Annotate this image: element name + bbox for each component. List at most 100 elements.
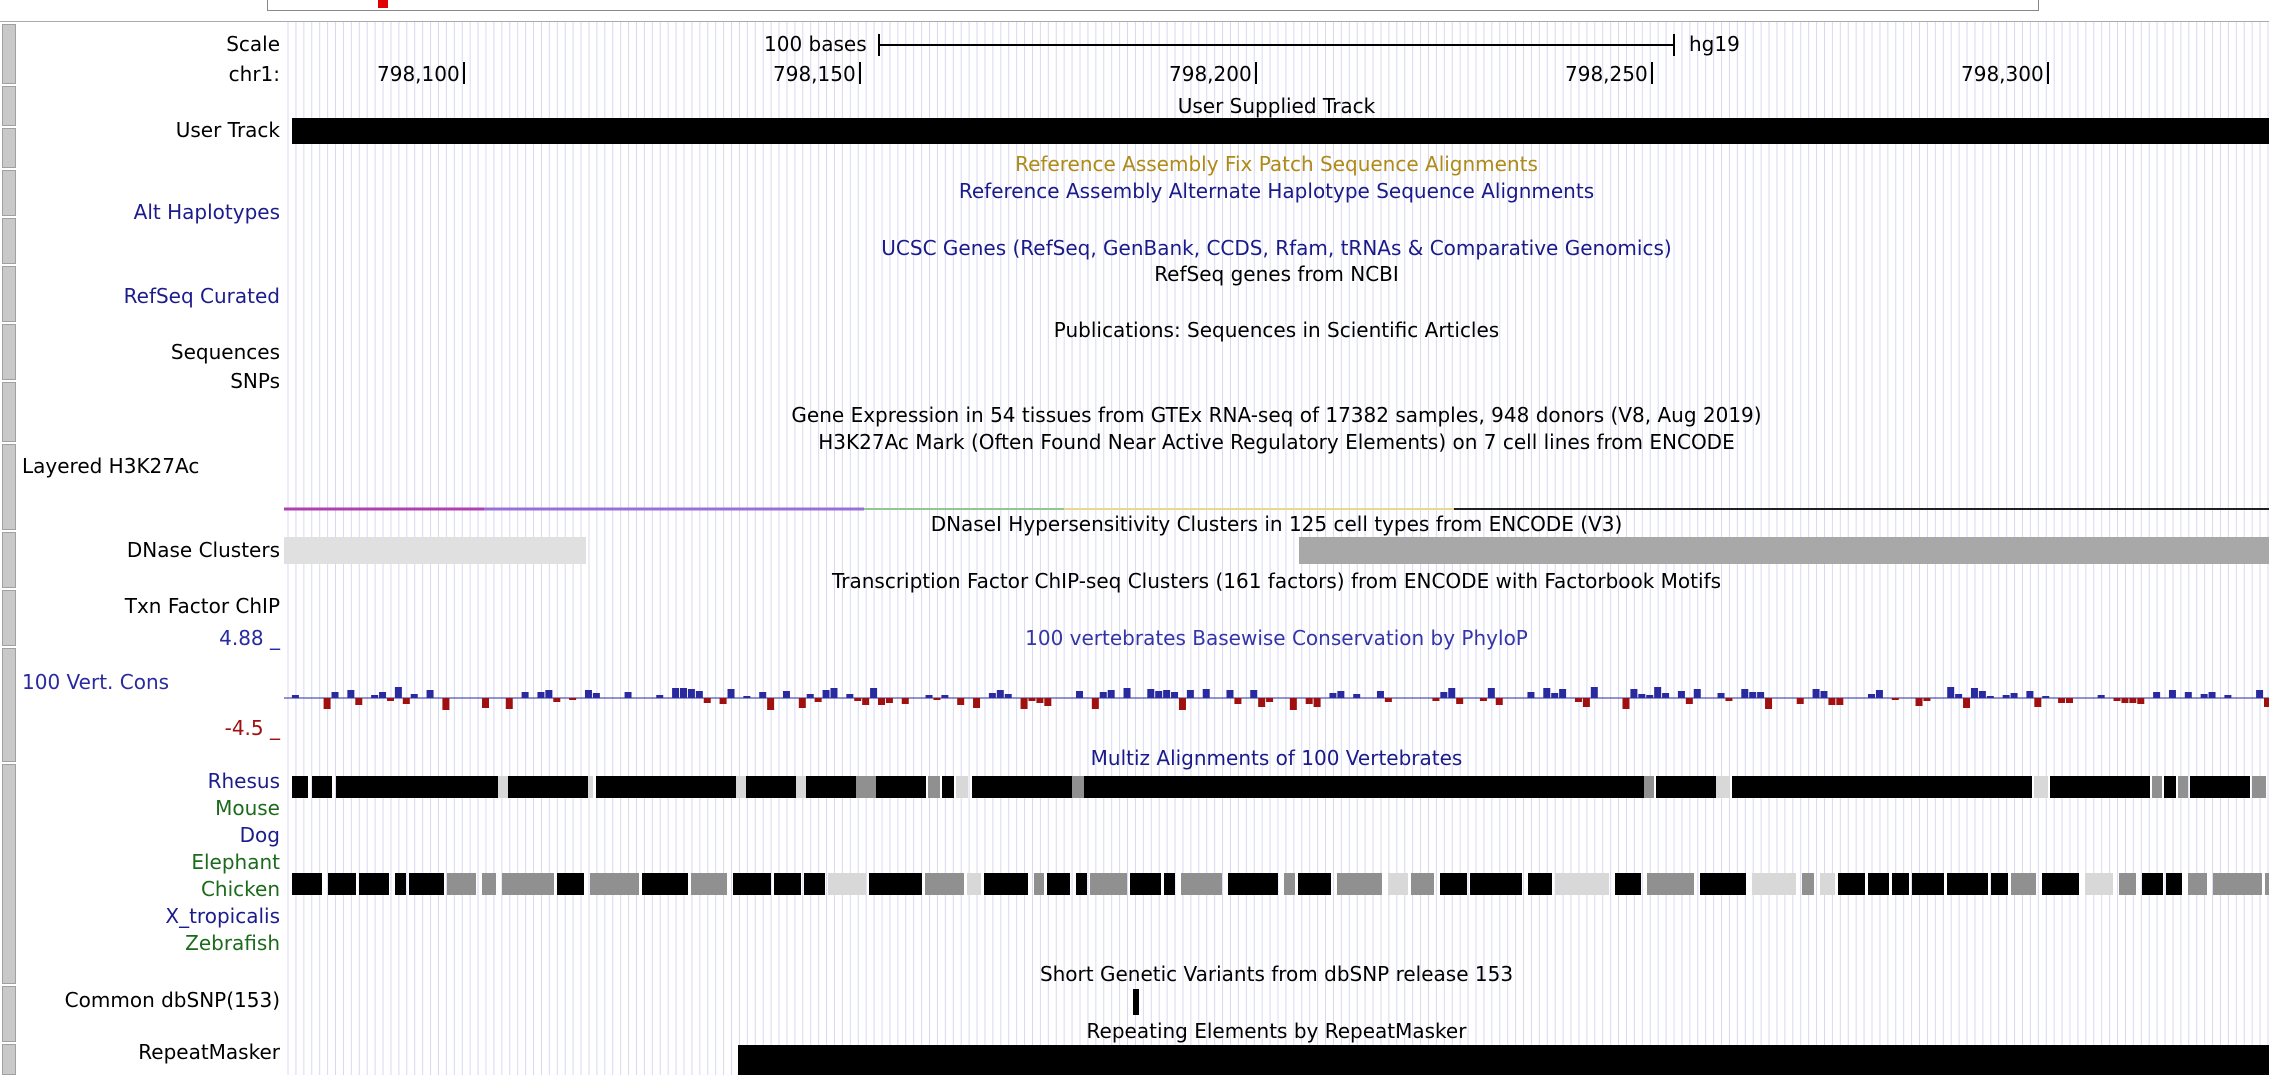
cons-bar [687, 689, 695, 698]
cons-bar [2137, 698, 2145, 704]
track-button-conservation[interactable] [2, 648, 16, 762]
alignment-block [557, 873, 584, 895]
cons-bar [1955, 694, 1963, 698]
alignment-block [292, 776, 308, 798]
cons-bar [806, 694, 814, 698]
title-user-supplied: User Supplied Track [1177, 94, 1376, 118]
alignment-block [482, 873, 496, 895]
title-h3k27ac: H3K27Ac Mark (Often Found Near Active Re… [818, 430, 1735, 454]
alignment-block [746, 776, 796, 798]
track-data-area[interactable]: 100 bases hg19 798,100 798,150 798,200 7… [284, 22, 2269, 1075]
label-dnase-clusters[interactable]: DNase Clusters [126, 538, 280, 562]
label-layered-h3k27ac[interactable]: Layered H3K27Ac [22, 454, 200, 478]
cons-bar [1685, 698, 1693, 704]
cons-bar [767, 698, 775, 710]
track-button-fix-patch[interactable] [2, 128, 16, 168]
label-dog[interactable]: Dog [239, 823, 280, 847]
alignment-block [1181, 873, 1222, 895]
alignment-block [2164, 776, 2176, 798]
alignment-block [1820, 873, 1835, 895]
alignment-block [1838, 873, 1865, 895]
track-button-dnase[interactable] [2, 532, 16, 588]
track-button-snps[interactable] [2, 382, 16, 442]
track-features [284, 118, 2269, 1075]
label-rhesus[interactable]: Rhesus [207, 769, 280, 793]
alignment-block [1732, 776, 2032, 798]
cons-bar [1646, 695, 1654, 698]
alignment-block [1298, 873, 1331, 895]
label-sequences[interactable]: Sequences [170, 340, 280, 364]
alignment-block [1411, 873, 1434, 895]
label-mouse[interactable]: Mouse [215, 796, 280, 820]
track-button-ruler[interactable] [2, 24, 16, 84]
title-tfbs: Transcription Factor ChIP-seq Clusters (… [831, 569, 1722, 593]
cons-bar [2002, 695, 2010, 698]
alignment-block [2050, 776, 2150, 798]
label-common-dbsnp[interactable]: Common dbSNP(153) [64, 988, 280, 1012]
cons-bar [798, 698, 806, 708]
cons-bar [1574, 698, 1582, 702]
alignment-block [806, 776, 856, 798]
genome-browser-image[interactable]: Scale chr1: User Track Alt Haplotypes Re… [0, 21, 2269, 1075]
label-user-track[interactable]: User Track [175, 118, 280, 142]
cons-bar [1044, 698, 1052, 706]
alignment-block [395, 873, 406, 895]
track-button-ucsc-genes[interactable] [2, 218, 16, 264]
cons-bar [1479, 698, 1487, 701]
cons-bar [830, 688, 838, 698]
cons-bar [2026, 691, 2034, 698]
label-100-vert-cons[interactable]: 100 Vert. Cons [22, 670, 170, 694]
alignment-block [2178, 776, 2188, 798]
label-chicken[interactable]: Chicken [200, 877, 280, 901]
track-button-user[interactable] [2, 86, 16, 126]
alignment-block [359, 873, 389, 895]
track-button-dbsnp[interactable] [2, 986, 16, 1042]
alignment-block [1752, 873, 1796, 895]
cons-bar [901, 698, 909, 704]
alignment-block [2085, 873, 2113, 895]
cons-bar [854, 698, 862, 701]
cons-bar [2121, 698, 2129, 703]
label-txn-factor-chip[interactable]: Txn Factor ChIP [124, 594, 280, 618]
track-button-publications[interactable] [2, 324, 16, 380]
cons-bar [2113, 698, 2121, 701]
label-zebrafish[interactable]: Zebrafish [185, 931, 280, 955]
cons-bar [2256, 690, 2264, 698]
alignment-block [1130, 873, 1161, 895]
alignment-block [804, 873, 825, 895]
alignment-block [2190, 776, 2250, 798]
cons-bar [759, 692, 767, 698]
cons-bar [1353, 694, 1361, 698]
cons-bar [584, 690, 592, 698]
dbsnp-variant [1133, 989, 1139, 1015]
label-x-tropicalis[interactable]: X_tropicalis [165, 904, 280, 928]
cons-bar [822, 690, 830, 698]
cons-bar [680, 688, 687, 698]
cons-bar [1559, 689, 1567, 698]
label-alt-haplotypes[interactable]: Alt Haplotypes [133, 200, 280, 224]
cons-bar [553, 698, 561, 702]
track-button-txn-factor[interactable] [2, 590, 16, 646]
label-snps[interactable]: SNPs [230, 369, 280, 393]
alignment-block [336, 776, 498, 798]
position-tick-label: 798,150 [773, 62, 856, 86]
label-elephant[interactable]: Elephant [191, 850, 280, 874]
track-button-alt-haplotypes[interactable] [2, 170, 16, 216]
alignment-block [1716, 776, 1730, 798]
alignment-block [1947, 873, 1988, 895]
track-button-h3k27ac[interactable] [2, 444, 16, 530]
cons-bar [1693, 689, 1701, 698]
scale-text: 100 bases [764, 32, 867, 56]
track-button-multiz[interactable] [2, 764, 16, 984]
alignment-block [774, 873, 801, 895]
label-repeatmasker[interactable]: RepeatMasker [138, 1040, 280, 1064]
cons-bar [2153, 692, 2161, 698]
position-tick-label: 798,300 [1961, 62, 2044, 86]
cons-bar [521, 692, 529, 698]
track-button-refseq[interactable] [2, 266, 16, 322]
track-button-repeatmasker[interactable] [2, 1044, 16, 1075]
cons-bar [1812, 689, 1820, 698]
cons-bar [1456, 698, 1464, 704]
label-refseq-curated[interactable]: RefSeq Curated [123, 284, 280, 308]
cons-bar [394, 687, 402, 698]
